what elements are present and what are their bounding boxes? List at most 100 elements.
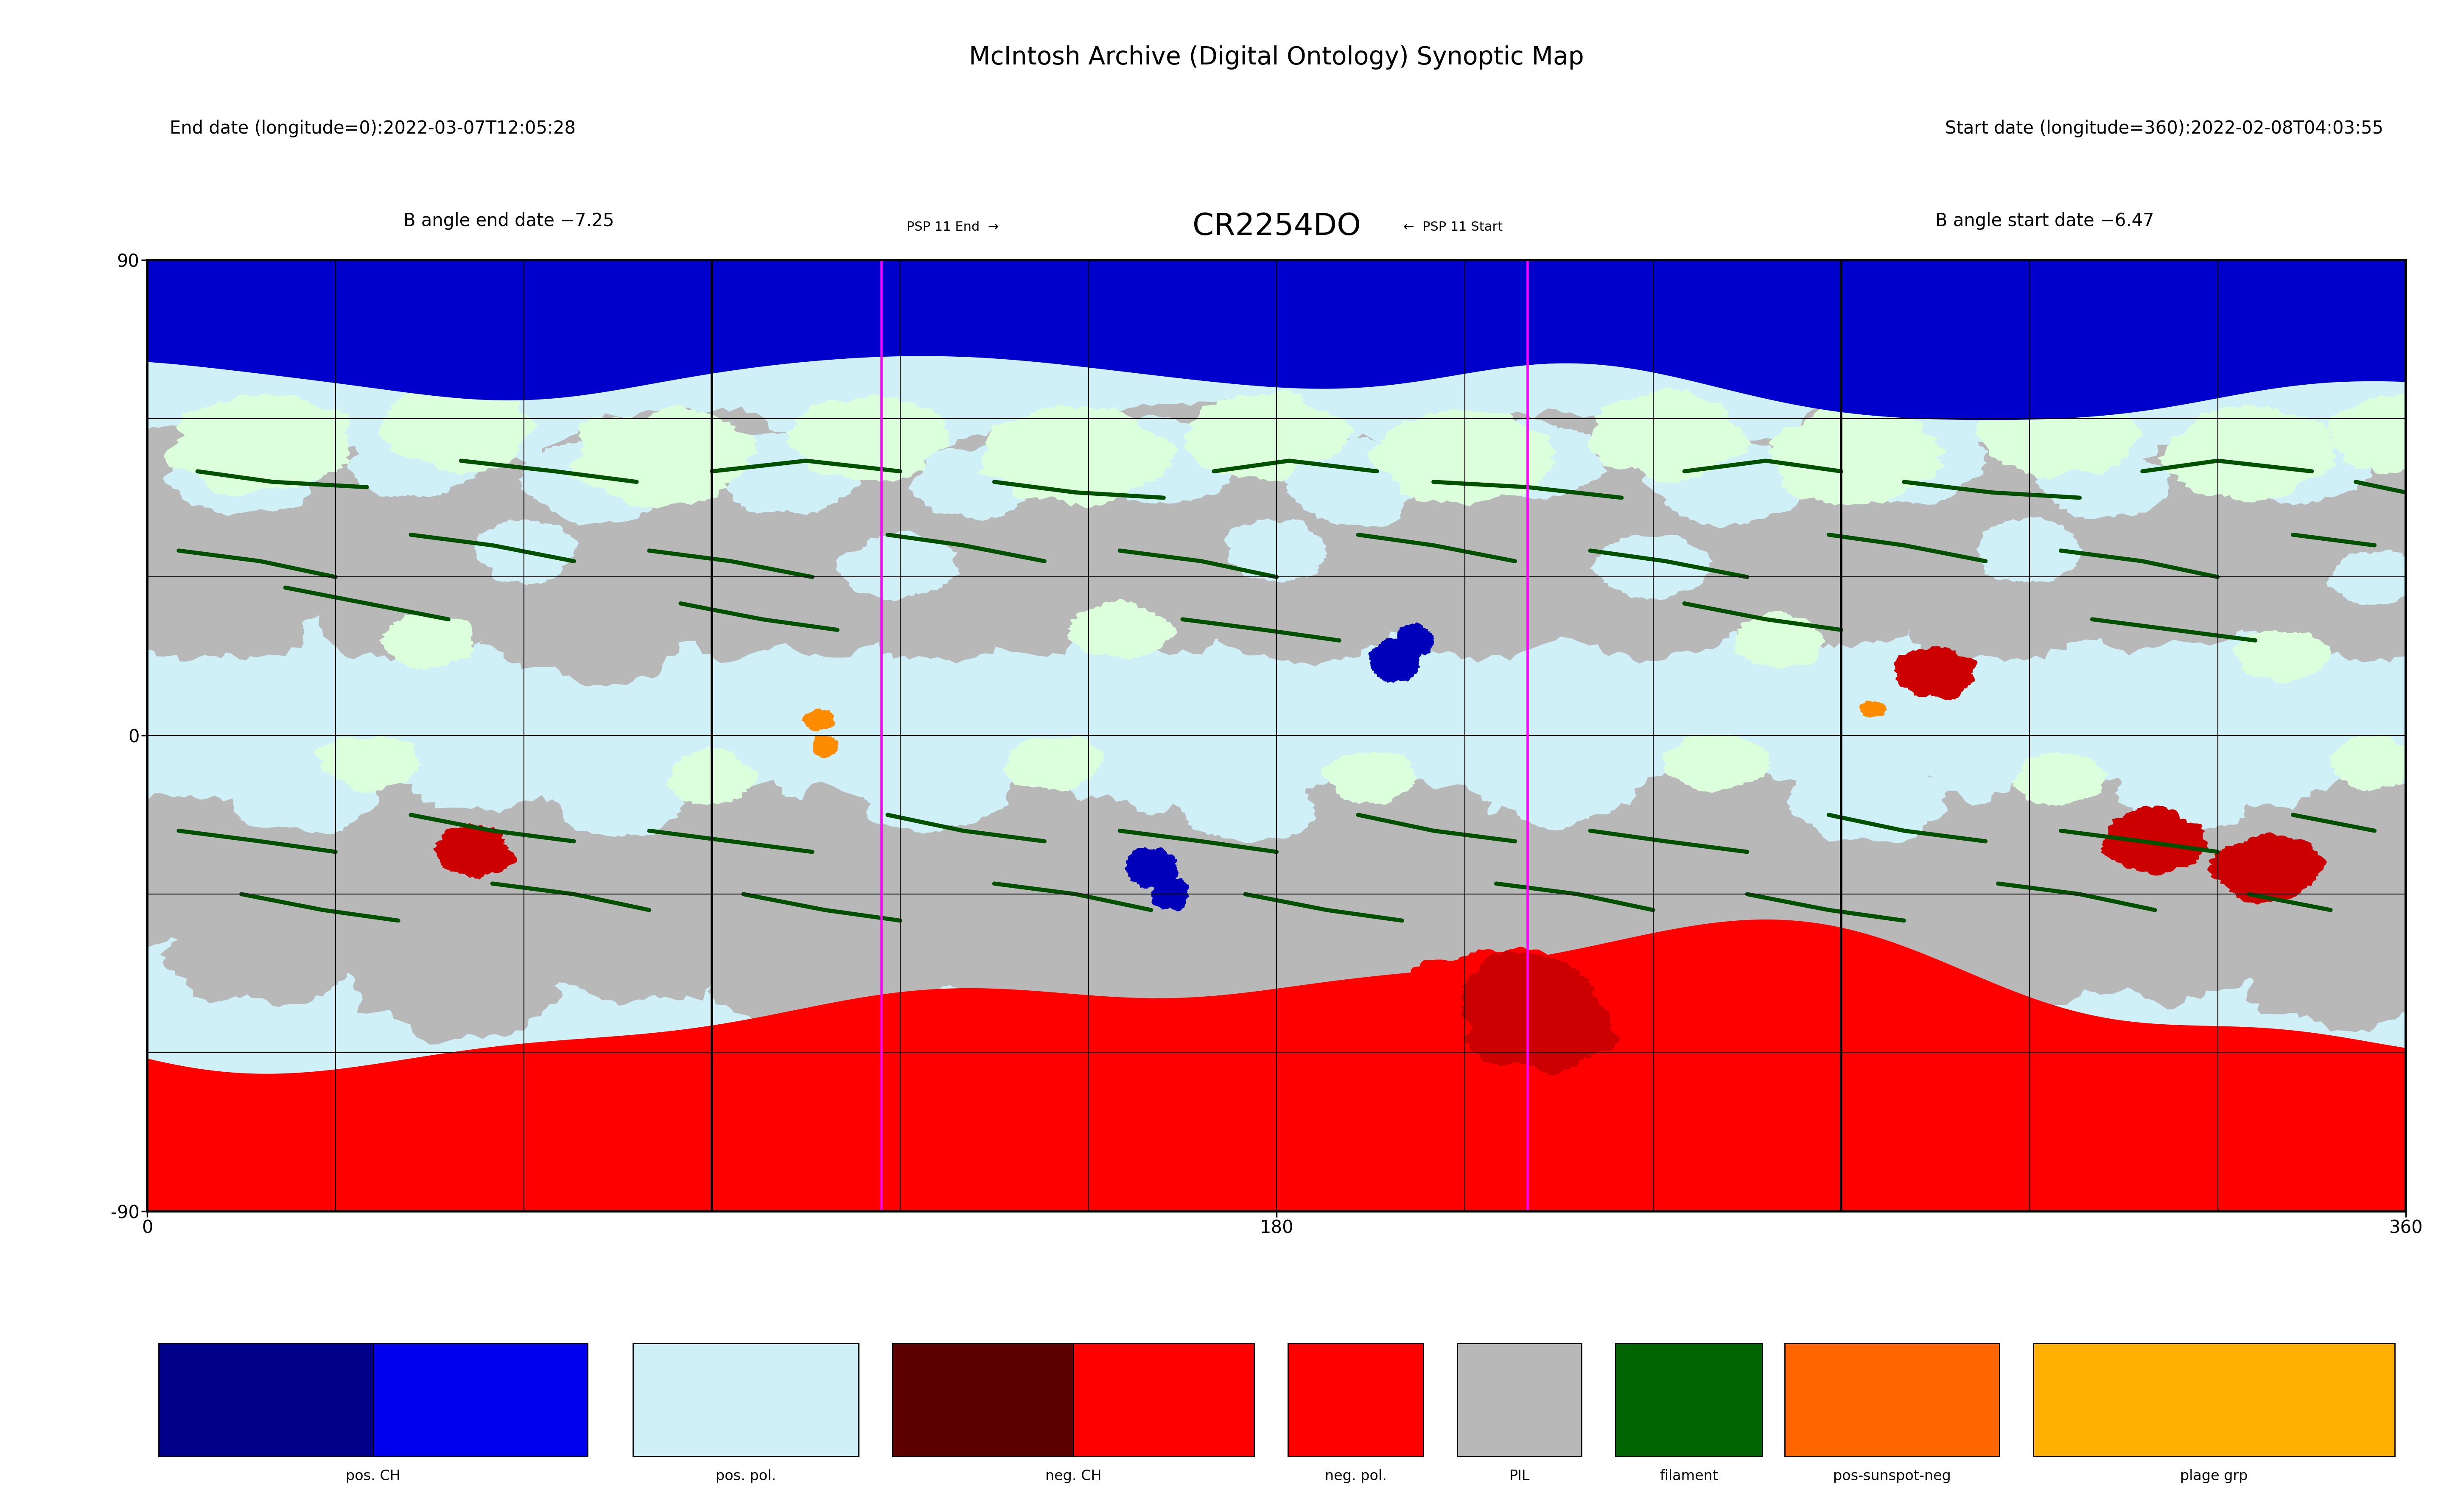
Text: McIntosh Archive (Digital Ontology) Synoptic Map: McIntosh Archive (Digital Ontology) Syno… — [970, 45, 1583, 70]
Polygon shape — [1709, 491, 1954, 649]
Polygon shape — [1733, 611, 1824, 668]
Bar — [373, 1343, 587, 1456]
Text: B angle end date −7.25: B angle end date −7.25 — [403, 212, 614, 230]
Polygon shape — [1367, 638, 1421, 682]
Polygon shape — [2278, 437, 2455, 596]
Polygon shape — [1124, 847, 1178, 889]
Polygon shape — [1863, 510, 2121, 661]
Polygon shape — [162, 429, 317, 516]
Bar — [2033, 1343, 2394, 1456]
Polygon shape — [1338, 472, 1623, 662]
Polygon shape — [852, 744, 1014, 833]
Bar — [373, 1343, 587, 1456]
Polygon shape — [977, 405, 1178, 508]
Bar — [633, 1343, 859, 1456]
Polygon shape — [381, 614, 474, 670]
Polygon shape — [1586, 387, 1750, 482]
Polygon shape — [1215, 434, 1527, 618]
Polygon shape — [621, 487, 930, 662]
Polygon shape — [1930, 771, 2195, 936]
Polygon shape — [1397, 947, 1581, 1061]
Text: neg. CH: neg. CH — [1046, 1470, 1102, 1483]
Polygon shape — [469, 534, 700, 686]
Polygon shape — [572, 765, 837, 940]
Polygon shape — [987, 473, 1294, 655]
Polygon shape — [1068, 599, 1176, 659]
Polygon shape — [818, 510, 1100, 664]
Bar — [1615, 1343, 1763, 1456]
Polygon shape — [719, 429, 862, 516]
Bar — [1785, 1343, 1998, 1456]
Polygon shape — [2327, 393, 2455, 475]
Polygon shape — [1151, 875, 1188, 912]
Polygon shape — [1787, 753, 1949, 842]
Polygon shape — [1836, 875, 2101, 1036]
Text: PSP 11 End  →: PSP 11 End → — [906, 221, 999, 233]
Polygon shape — [1895, 646, 1976, 700]
Polygon shape — [1974, 392, 2143, 479]
Polygon shape — [1768, 402, 1947, 505]
Polygon shape — [1662, 733, 1770, 792]
Polygon shape — [1493, 750, 1628, 830]
Polygon shape — [837, 531, 960, 602]
Polygon shape — [712, 782, 1036, 1001]
Polygon shape — [1183, 390, 1355, 481]
Polygon shape — [1417, 408, 1674, 579]
Polygon shape — [2224, 881, 2455, 1031]
Bar — [1289, 1343, 1424, 1456]
Bar — [2033, 1343, 2394, 1456]
Polygon shape — [152, 429, 447, 597]
Text: B angle start date −6.47: B angle start date −6.47 — [1935, 212, 2153, 230]
Polygon shape — [2219, 513, 2455, 662]
Polygon shape — [435, 824, 518, 878]
Text: filament: filament — [1660, 1470, 1718, 1483]
Polygon shape — [786, 395, 950, 482]
Polygon shape — [1525, 510, 1795, 664]
Polygon shape — [506, 407, 869, 609]
Polygon shape — [2033, 865, 2268, 1009]
Polygon shape — [2025, 470, 2330, 655]
Polygon shape — [2330, 735, 2423, 791]
Polygon shape — [1225, 767, 1498, 930]
Polygon shape — [378, 387, 538, 475]
Bar — [1458, 1343, 1581, 1456]
Polygon shape — [231, 741, 378, 835]
Polygon shape — [2327, 550, 2418, 605]
Polygon shape — [1392, 785, 1696, 980]
Polygon shape — [2101, 806, 2207, 875]
Polygon shape — [164, 393, 349, 496]
Bar — [633, 1343, 859, 1456]
Bar — [160, 1343, 373, 1456]
Polygon shape — [1083, 414, 1235, 503]
Polygon shape — [1642, 438, 1800, 528]
Text: pos. CH: pos. CH — [346, 1470, 400, 1483]
Text: CR2254DO: CR2254DO — [1193, 212, 1360, 240]
Text: plage grp: plage grp — [2180, 1470, 2249, 1483]
Polygon shape — [1696, 395, 2043, 612]
Polygon shape — [2207, 833, 2327, 904]
Polygon shape — [2158, 405, 2337, 502]
Polygon shape — [1173, 748, 1316, 842]
Polygon shape — [1321, 751, 1417, 804]
Polygon shape — [1844, 411, 1989, 505]
Polygon shape — [160, 868, 390, 1007]
Polygon shape — [1544, 442, 1844, 620]
Polygon shape — [1473, 875, 1716, 1031]
Polygon shape — [705, 880, 977, 1036]
Polygon shape — [356, 445, 621, 631]
Bar — [1073, 1343, 1255, 1456]
Polygon shape — [1004, 736, 1105, 791]
Polygon shape — [64, 794, 304, 951]
Polygon shape — [336, 883, 579, 1045]
Polygon shape — [1399, 957, 1660, 1132]
Polygon shape — [1976, 517, 2082, 582]
Polygon shape — [550, 759, 685, 836]
Polygon shape — [906, 776, 1166, 947]
Bar — [1458, 1343, 1581, 1456]
Polygon shape — [1591, 535, 1714, 600]
Polygon shape — [567, 405, 759, 508]
Polygon shape — [813, 735, 837, 758]
Polygon shape — [96, 513, 327, 661]
Polygon shape — [1858, 700, 1888, 717]
Polygon shape — [1169, 513, 1444, 667]
